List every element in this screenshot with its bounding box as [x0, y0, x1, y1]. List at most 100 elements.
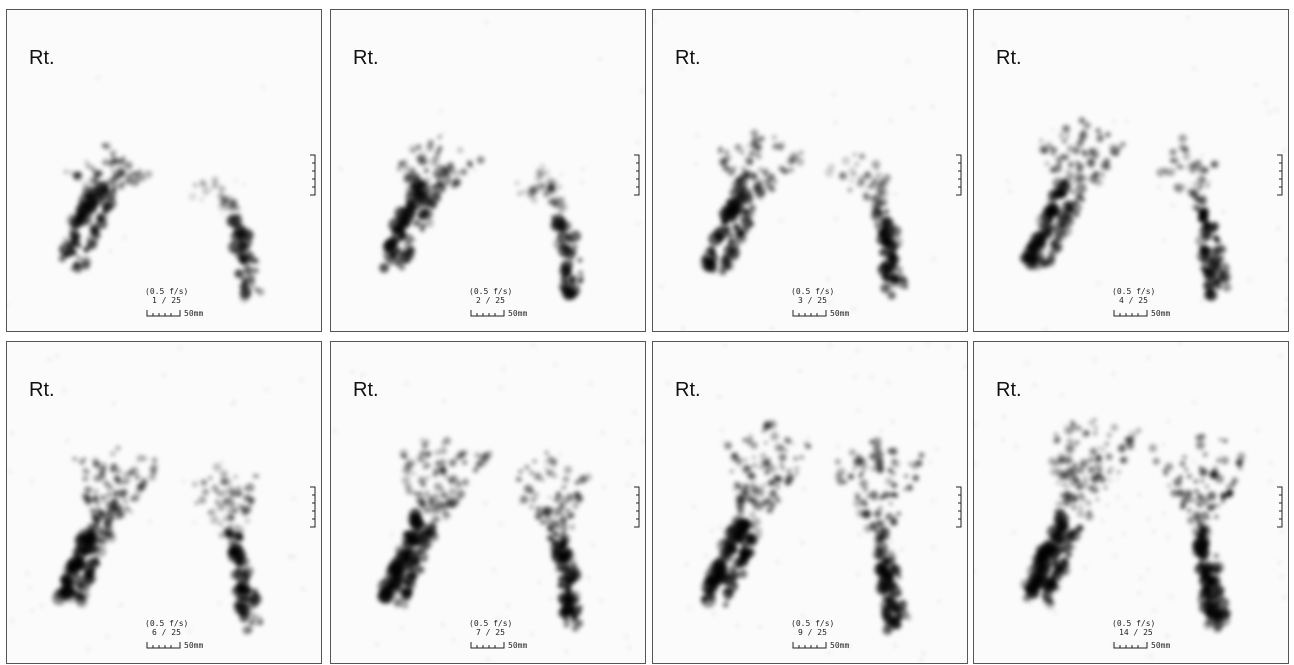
uptake-spot [102, 204, 106, 208]
scale-bar [471, 310, 504, 316]
noise [1113, 644, 1116, 647]
noise [922, 652, 925, 655]
noise [721, 439, 724, 442]
uptake-spot [402, 454, 407, 459]
noise [1269, 461, 1272, 464]
uptake-spot [1081, 129, 1087, 135]
uptake-spot [73, 234, 80, 241]
uptake-spot [1196, 441, 1205, 450]
uptake-spot [1206, 596, 1211, 601]
uptake-spot [100, 214, 105, 219]
uptake-spot [238, 493, 242, 497]
uptake-spot [463, 450, 468, 455]
scale-bar [147, 642, 180, 648]
uptake-spot [112, 170, 116, 174]
uptake-spot [425, 455, 428, 458]
noise [853, 376, 856, 379]
uptake-spot [749, 150, 756, 157]
uptake-spot [769, 174, 776, 181]
uptake-spot [239, 257, 245, 263]
uptake-spot [853, 467, 857, 471]
uptake-spot [1213, 237, 1218, 242]
uptake-spot [884, 238, 892, 246]
noise [1166, 635, 1169, 638]
uptake-spot [418, 546, 426, 554]
uptake-spot [473, 467, 479, 473]
uptake-spot [1077, 510, 1085, 518]
uptake-spot [1049, 240, 1057, 248]
uptake-spot [568, 550, 573, 555]
noise [801, 615, 804, 618]
uptake-spot [780, 463, 784, 467]
uptake-spot [559, 517, 567, 525]
noise [1193, 401, 1196, 404]
uptake-spot [750, 143, 756, 149]
uptake-spot [912, 475, 919, 482]
noise [688, 607, 691, 610]
uptake-spot [224, 528, 227, 531]
uptake-spot [905, 614, 912, 621]
noise [1123, 532, 1126, 535]
uptake-spot [756, 180, 763, 187]
uptake-spot [243, 486, 247, 490]
uptake-spot [717, 538, 732, 553]
uptake-spot [547, 199, 553, 205]
uptake-spot [115, 171, 123, 179]
uptake-spot [561, 486, 564, 489]
uptake-spot [730, 470, 734, 474]
noise [974, 463, 977, 466]
noise [178, 346, 181, 349]
frame-rate: (0.5 f/s) [469, 287, 512, 296]
noise [580, 181, 583, 184]
noise [1172, 204, 1175, 207]
uptake-spot [425, 476, 429, 480]
uptake-spot [890, 226, 902, 238]
uptake-spot [193, 183, 198, 188]
uptake-spot [249, 257, 256, 264]
uptake-spot [863, 487, 868, 492]
uptake-spot [1217, 504, 1220, 507]
uptake-spot [1196, 235, 1208, 247]
uptake-spot [861, 509, 870, 518]
noise [1051, 128, 1054, 131]
uptake-spot [842, 157, 850, 165]
noise [826, 277, 829, 280]
noise [233, 400, 236, 403]
noise [974, 424, 976, 427]
uptake-spot [454, 499, 460, 505]
uptake-spot [873, 437, 882, 446]
uptake-spot [1120, 141, 1126, 147]
noise [123, 236, 126, 239]
noise [932, 500, 935, 503]
uptake-spot [1187, 474, 1192, 479]
uptake-spot [544, 169, 550, 175]
noise [694, 163, 697, 166]
noise [894, 644, 897, 647]
uptake-spot [151, 464, 158, 471]
frame-number: 14 / 25 [1119, 628, 1153, 637]
uptake-spot [102, 463, 106, 467]
noise [1219, 454, 1222, 457]
noise [1116, 496, 1119, 499]
uptake-spot [428, 500, 433, 505]
uptake-spot [208, 511, 211, 514]
uptake-spot [242, 568, 253, 579]
uptake-spot [405, 199, 415, 209]
noise [712, 612, 715, 615]
uptake-spot [748, 473, 756, 481]
uptake-spot [234, 525, 238, 529]
noise [931, 105, 934, 108]
uptake-spot [1105, 159, 1110, 164]
uptake-spot [1099, 172, 1105, 178]
uptake-spot [559, 281, 570, 292]
uptake-spot [444, 475, 449, 480]
uptake-spot [899, 276, 907, 284]
uptake-spot [1060, 508, 1063, 511]
uptake-spot [553, 496, 560, 503]
uptake-spot [524, 485, 532, 493]
uptake-spot [524, 464, 530, 470]
uptake-spot [434, 482, 442, 490]
uptake-spot [434, 471, 439, 476]
noise [1166, 536, 1169, 539]
uptake-spot [749, 159, 753, 163]
